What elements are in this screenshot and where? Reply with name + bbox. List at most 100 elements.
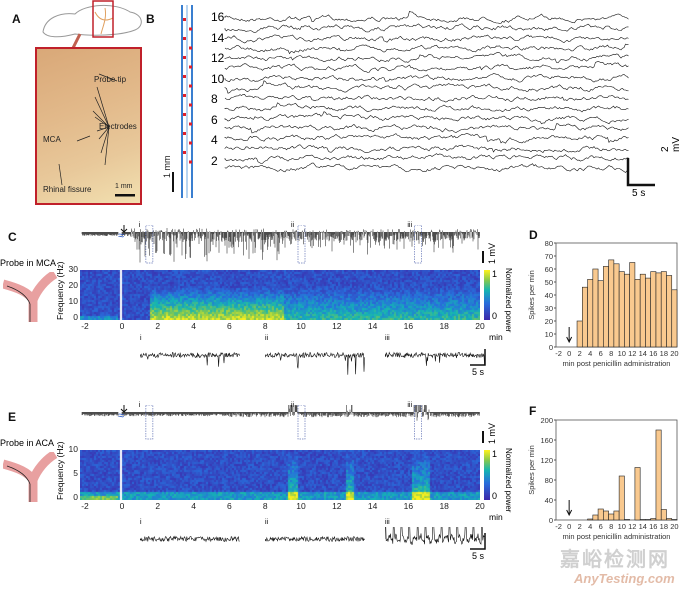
bar: [666, 518, 673, 521]
y-tick-label: 120: [540, 456, 553, 465]
eeg-trace: [224, 102, 629, 113]
eeg-trace: [224, 162, 629, 173]
panel-c-plot: ≈: [81, 225, 486, 366]
y-tick-label: 10: [545, 330, 553, 339]
bar: [576, 320, 583, 348]
inset-trace: [385, 527, 485, 545]
colorbar-tick-min: 0: [492, 491, 498, 501]
bar: [608, 259, 615, 348]
bar: [597, 508, 604, 521]
bar: [592, 268, 599, 348]
inset-trace: [385, 351, 485, 366]
electrode-site: [189, 84, 192, 88]
x-tick-label: 18: [660, 522, 668, 531]
x-tick-label: 12: [628, 522, 636, 531]
electrode-site: [183, 151, 186, 154]
bar: [671, 519, 678, 521]
electrode-site: [183, 75, 186, 78]
x-tick-label: 20: [670, 522, 678, 531]
lfp-trace: [81, 228, 480, 263]
electrode-site: [183, 94, 186, 97]
x-tick: 16: [403, 321, 414, 331]
label-probe-tip: Probe tip: [94, 75, 127, 84]
x-tick: 4: [191, 321, 196, 331]
y-tick: 10: [68, 444, 78, 454]
x-tick: 0: [119, 321, 125, 331]
x-tick: 16: [403, 501, 414, 511]
bar: [629, 262, 636, 348]
bar: [603, 266, 609, 348]
inset-window-label: iii: [407, 402, 413, 409]
bar: [650, 518, 657, 521]
electrode-site: [189, 46, 192, 50]
x-tick-label: 0: [567, 522, 571, 531]
y-tick: 0: [73, 312, 78, 322]
x-tick-label: -2: [555, 522, 562, 531]
bar: [592, 514, 599, 521]
electrode-site: [183, 132, 186, 135]
colorbar-tick-min: 0: [492, 311, 498, 321]
x-axis-unit: min: [489, 332, 503, 342]
x-tick: 2: [155, 501, 161, 511]
electrode-site: [183, 113, 186, 116]
bar: [603, 510, 609, 521]
break-icon: ≈: [118, 410, 124, 422]
bar: [650, 271, 657, 348]
y-tick-label: 0: [549, 516, 553, 525]
arrow-icon: [566, 327, 573, 344]
inset-window: [145, 405, 154, 440]
channel-label: 10: [211, 71, 225, 86]
x-tick: -2: [81, 321, 89, 331]
inset-window: [414, 225, 422, 264]
x-tick: 18: [439, 501, 449, 511]
y-tick: 20: [68, 280, 78, 290]
arrow-icon: [120, 405, 128, 414]
spectrogram: [80, 450, 480, 500]
x-tick: 12: [332, 501, 342, 511]
x-tick: 6: [227, 321, 232, 331]
x-tick: 8: [262, 501, 268, 511]
inset-window: [297, 405, 306, 440]
inset-scale-5s: 5 s: [472, 367, 485, 377]
spectrogram: [80, 270, 480, 320]
x-tick: 10: [296, 501, 306, 511]
x-tick: 14: [367, 501, 378, 511]
colorbar-label: Normalized power: [504, 268, 513, 333]
arrow-icon: [120, 225, 128, 234]
x-tick-label: 18: [660, 349, 668, 358]
y-tick-label: 80: [545, 239, 553, 248]
y-axis-label: Spikes per min: [527, 445, 536, 495]
bar: [655, 429, 662, 521]
panel-label-f: F: [529, 404, 537, 418]
eeg-trace: [224, 144, 629, 154]
channel-label: 14: [211, 30, 225, 45]
electrode-site: [183, 37, 186, 40]
x-tick: 10: [296, 321, 306, 331]
x-axis-label: min post penicillin administration: [563, 359, 671, 368]
bar: [613, 510, 620, 521]
x-tick-label: 8: [609, 349, 613, 358]
panel-e-plot: ≈: [81, 405, 486, 550]
panel-label-e: E: [8, 410, 17, 424]
x-tick-label: 2: [578, 349, 582, 358]
inset-trace: [140, 351, 240, 367]
eeg-trace: [224, 34, 629, 44]
colorbar-tick-max: 1: [492, 449, 498, 459]
bar: [587, 518, 594, 521]
brain-sketch: [42, 0, 142, 48]
electrode-site: [189, 122, 192, 126]
x-tick-label: 6: [599, 522, 603, 531]
eeg-trace: [224, 60, 629, 73]
y-tick-label: 40: [545, 291, 553, 300]
channel-label: 6: [211, 112, 218, 127]
break-icon: ≈: [118, 230, 124, 242]
brain-photo: Probe tip Electrodes MCA Rhinal fissure …: [35, 47, 142, 205]
inset-trace: [140, 535, 240, 543]
y-tick-label: 200: [540, 416, 553, 425]
x-tick-label: 0: [567, 349, 571, 358]
watermark-cn: 嘉峪检测网: [560, 549, 670, 571]
channel-label: 8: [211, 92, 218, 106]
inset-scale-bar: [470, 533, 486, 550]
